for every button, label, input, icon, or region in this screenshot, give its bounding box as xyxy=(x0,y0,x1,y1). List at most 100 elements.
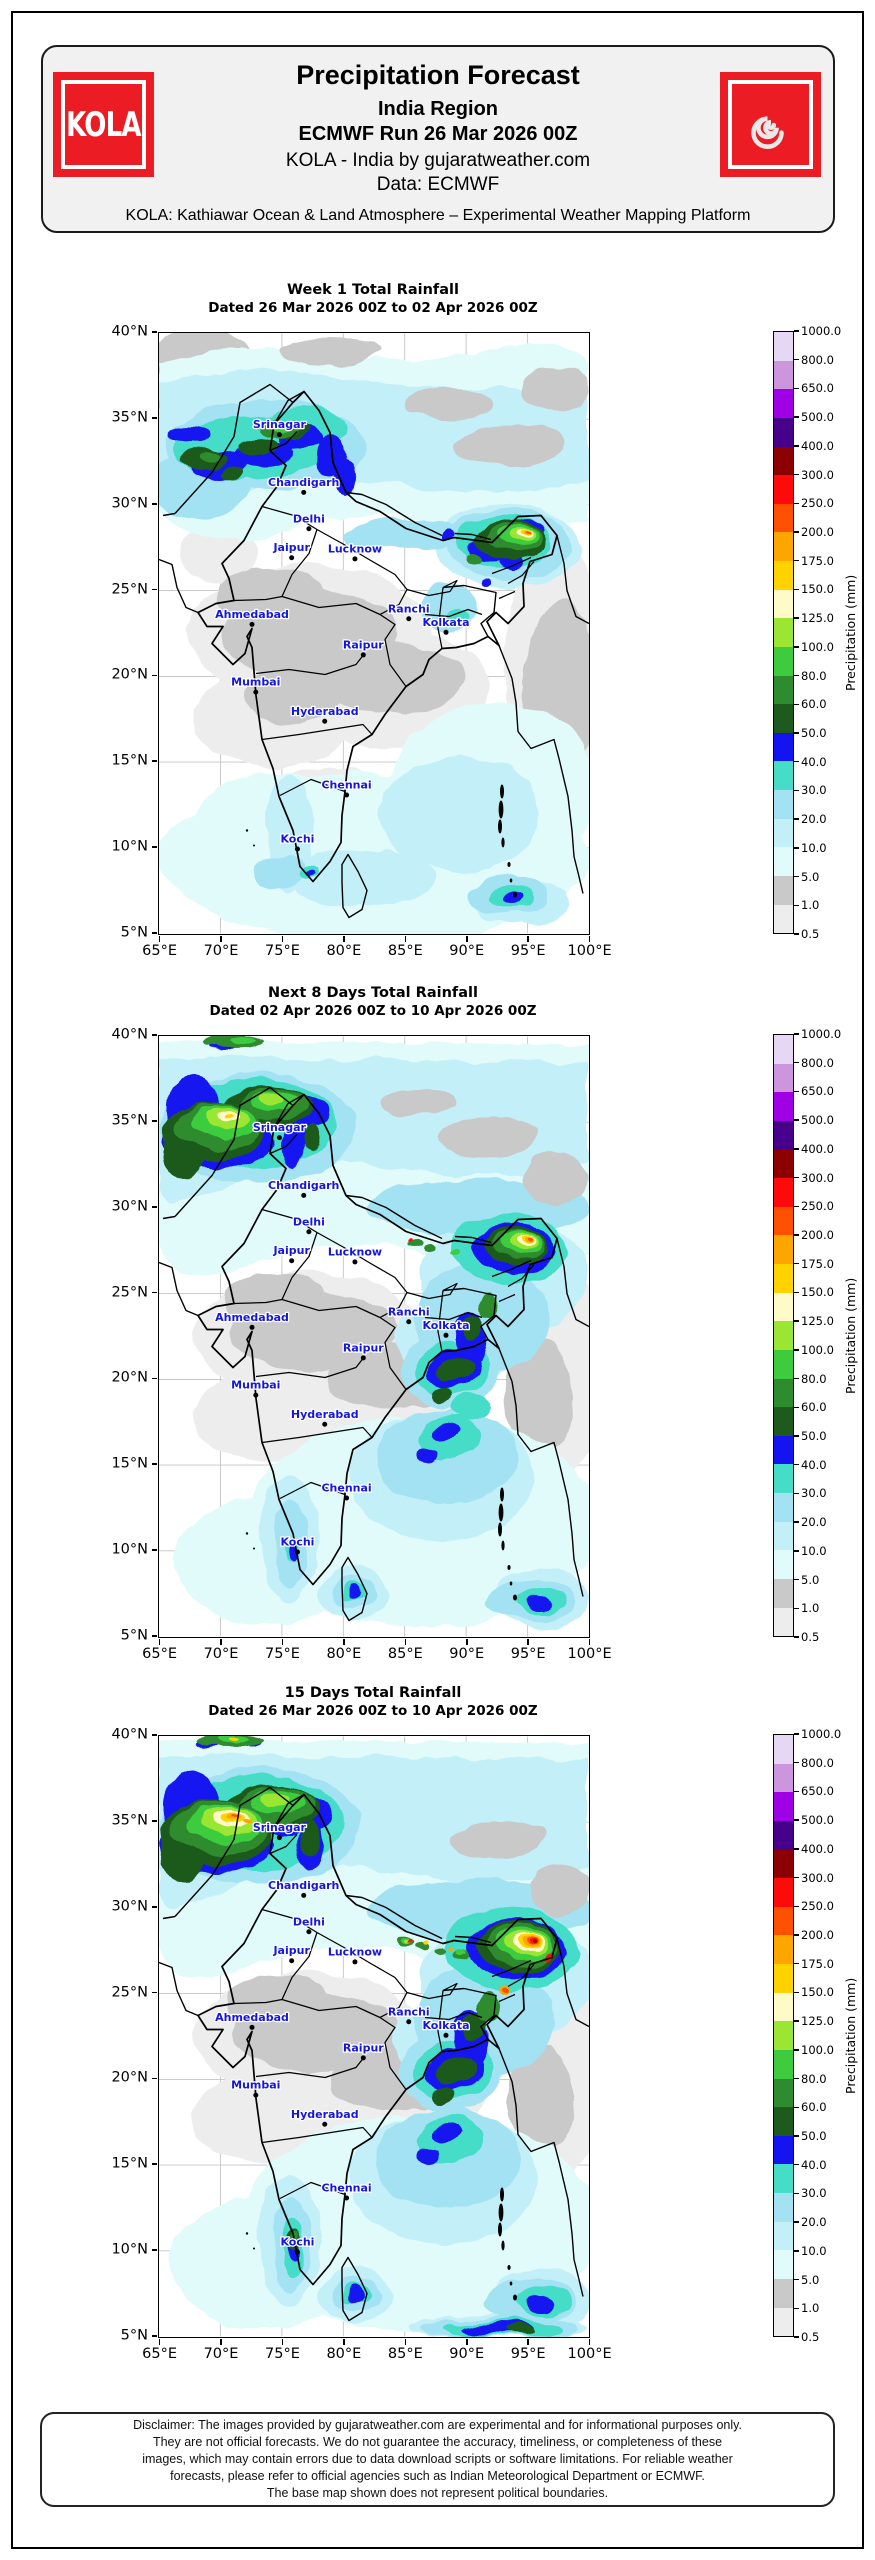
colorbar-tick-mark xyxy=(794,1464,799,1466)
colorbar-segment xyxy=(774,1878,793,1907)
lat-tick-mark xyxy=(151,1377,157,1380)
colorbar-tick-mark xyxy=(794,1377,799,1380)
city-label-srinagar: Srinagar xyxy=(253,418,307,431)
colorbar-tick-label: 250.0 xyxy=(801,496,834,511)
lat-tick-label: 30°N xyxy=(111,495,148,512)
lon-tick-mark xyxy=(281,1639,284,1645)
colorbar-tick-mark xyxy=(794,617,799,619)
lon-tick-mark xyxy=(404,936,407,942)
colorbar-segment xyxy=(774,1820,793,1850)
colorbar-tick-mark xyxy=(794,1320,799,1322)
city-label-chandigarh: Chandigarh xyxy=(268,1879,339,1892)
colorbar-tick-label: 500.0 xyxy=(801,410,834,425)
colorbar-tick-label: 60.0 xyxy=(801,2100,827,2115)
colorbar-tick-mark xyxy=(794,1991,799,1994)
colorbar-segment xyxy=(774,818,793,848)
colorbar-tick-mark xyxy=(794,1205,799,1207)
colorbar-tick-mark xyxy=(794,1848,799,1850)
map-subtitle: Dated 26 Mar 2026 00Z to 10 Apr 2026 00Z xyxy=(208,1703,538,1719)
colorbar-tick-label: 650.0 xyxy=(801,1784,834,1799)
map-plot-next8days: Srinagar Chandigarh Delhi Jaipur Lucknow Ahme… xyxy=(158,1035,590,1638)
colorbar-tick-label: 125.0 xyxy=(801,2014,834,2029)
city-label-kochi: Kochi xyxy=(280,2235,314,2248)
lat-tick-label: 20°N xyxy=(111,2070,148,2087)
city-label-chandigarh: Chandigarh xyxy=(268,1179,339,1192)
map-title: 15 Days Total Rainfall xyxy=(284,1685,462,1701)
lat-tick-label: 20°N xyxy=(111,667,148,684)
colorbar-tick-label: 1000.0 xyxy=(801,324,842,338)
lon-tick-label: 90°E xyxy=(449,2346,485,2362)
lon-tick-label: 75°E xyxy=(265,2346,300,2362)
colorbar-segment xyxy=(774,1992,793,2022)
colorbar-segment xyxy=(774,732,793,762)
lat-tick-label: 20°N xyxy=(111,1370,148,1387)
colorbar-tick-label: 175.0 xyxy=(801,1256,834,1271)
city-marker-srinagar xyxy=(276,432,282,438)
colorbar-tick-mark xyxy=(794,2336,799,2338)
kola-logo-text: KOLA xyxy=(66,105,141,144)
lon-tick-label: 70°E xyxy=(203,943,239,959)
colorbar-tick-mark xyxy=(794,1406,799,1408)
colorbar-tick-mark xyxy=(794,588,799,591)
colorbar-tick-label: 40.0 xyxy=(801,2157,827,2172)
city-marker-lucknow xyxy=(352,1259,358,1265)
lon-tick-label: 65°E xyxy=(142,943,178,959)
city-label-mumbai: Mumbai xyxy=(231,2079,280,2092)
lon-tick-mark xyxy=(343,936,345,942)
colorbar-tick-mark xyxy=(794,1876,799,1879)
colorbar-tick-label: 10.0 xyxy=(801,1543,827,1558)
lat-tick-label: 5°N xyxy=(120,1627,148,1644)
colorbar-tick-mark xyxy=(794,2221,799,2223)
city-label-chennai: Chennai xyxy=(321,2181,371,2194)
lat-tick-mark xyxy=(151,2077,157,2080)
colorbar-tick-mark xyxy=(794,2106,799,2108)
colorbar-tick-mark xyxy=(794,818,799,820)
lon-tick-mark xyxy=(281,936,284,942)
lat-tick-label: 25°N xyxy=(111,1284,148,1301)
lat-tick-label: 15°N xyxy=(111,2155,148,2172)
lon-tick-label: 65°E xyxy=(142,1646,178,1662)
city-marker-delhi xyxy=(306,526,312,532)
city-label-jaipur: Jaipur xyxy=(272,1944,310,1957)
colorbar-tick-mark xyxy=(794,646,799,648)
colorbar-segment xyxy=(774,1063,793,1093)
colorbar-tick-mark xyxy=(794,473,799,476)
map-title: Week 1 Total Rainfall xyxy=(287,282,459,298)
colorbar-tick-mark xyxy=(794,1263,799,1265)
city-marker-ranchi xyxy=(406,1319,412,1325)
colorbar-tick-label: 650.0 xyxy=(801,1084,834,1099)
colorbar-tick-label: 10.0 xyxy=(801,840,827,855)
colorbar-segment xyxy=(774,1264,793,1293)
colorbar-tick-label: 1.0 xyxy=(801,898,820,913)
colorbar-tick-label: 0.5 xyxy=(801,1630,820,1644)
colorbar-tick-label: 200.0 xyxy=(801,525,834,539)
colorbar-tick-mark xyxy=(794,445,799,447)
lat-tick-label: 10°N xyxy=(111,838,148,855)
lat-tick-label: 30°N xyxy=(111,1198,148,1215)
city-marker-mumbai xyxy=(253,2092,259,2098)
lon-tick-mark xyxy=(220,936,222,942)
colorbar-tick-label: 5.0 xyxy=(801,2272,820,2287)
colorbar-tick-mark xyxy=(794,1934,799,1936)
city-label-chandigarh: Chandigarh xyxy=(268,476,339,489)
lat-tick-mark xyxy=(151,1463,157,1466)
lat-tick-label: 25°N xyxy=(111,1984,148,2001)
city-label-kochi: Kochi xyxy=(280,1535,314,1548)
map-plot-week1: Srinagar Chandigarh Delhi Jaipur Lucknow Ahme… xyxy=(158,332,590,935)
lat-tick-label: 30°N xyxy=(111,1898,148,1915)
colorbar-axis-label: Precipitation (mm) xyxy=(843,1277,858,1394)
colorbar-segment xyxy=(774,1464,793,1493)
colorbar-tick-label: 800.0 xyxy=(801,1755,834,1770)
colorbar-tick-mark xyxy=(794,387,799,390)
city-marker-chennai xyxy=(344,1495,350,1501)
colorbar-tick-mark xyxy=(794,2250,799,2252)
colorbar-segment xyxy=(774,2049,793,2079)
lat-tick-mark xyxy=(151,1549,157,1551)
colorbar-tick-mark xyxy=(794,732,799,734)
colorbar-segment xyxy=(774,2164,793,2193)
colorbar-segment xyxy=(774,2278,793,2308)
colorbar-tick-label: 30.0 xyxy=(801,783,827,798)
colorbar-tick-label: 0.5 xyxy=(801,927,820,941)
colorbar-tick-label: 40.0 xyxy=(801,754,827,769)
colorbar-tick-label: 20.0 xyxy=(801,812,827,827)
